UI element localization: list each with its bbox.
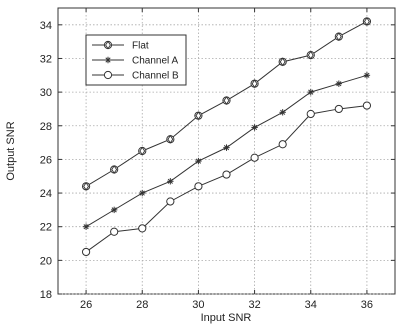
star-marker	[82, 223, 90, 230]
circle-marker	[222, 170, 231, 179]
y-axis-label: Output SNR	[5, 121, 17, 180]
y-tick-label: 30	[40, 87, 52, 99]
series-group	[81, 17, 372, 257]
star-marker	[335, 80, 343, 87]
circle-marker	[103, 70, 113, 80]
x-axis-label: Input SNR	[201, 312, 252, 324]
diamond-marker	[166, 134, 175, 144]
diamond-marker	[362, 17, 372, 26]
circle-marker	[362, 101, 372, 110]
circle-marker	[138, 224, 147, 233]
star-marker	[139, 189, 146, 197]
diamond-marker	[138, 146, 147, 156]
star-marker	[167, 178, 174, 185]
diamond-marker	[194, 111, 203, 121]
diamond-marker	[250, 79, 259, 89]
legend-item: Channel B	[92, 71, 179, 82]
x-tick-label: 34	[305, 299, 317, 311]
y-tick-label: 24	[40, 188, 52, 200]
y-tick-label: 34	[40, 20, 52, 32]
x-tick-label: 30	[192, 299, 204, 311]
circle-marker	[166, 197, 175, 206]
diamond-marker	[306, 50, 315, 60]
star-marker	[195, 157, 202, 165]
star-marker	[307, 88, 314, 96]
star-marker	[363, 72, 371, 79]
series-channel-a	[82, 72, 371, 230]
diamond-marker	[81, 181, 91, 191]
diamond-marker	[334, 32, 343, 42]
star-marker	[251, 124, 258, 131]
x-tick-label: 32	[248, 299, 260, 311]
legend: Flat Channel A Channel B	[85, 34, 187, 86]
diamond-marker	[222, 96, 231, 105]
circle-marker	[306, 109, 315, 119]
circle-marker	[194, 182, 203, 191]
diamond-marker	[103, 40, 113, 50]
diamond-marker	[278, 57, 287, 67]
axis-ticks: 26 28 30 32 34 36 18 20 22 24 26 28 30 32 34	[40, 8, 395, 311]
diamond-marker	[110, 165, 119, 174]
y-tick-label: 32	[40, 53, 52, 65]
x-tick-label: 28	[136, 299, 148, 311]
y-tick-label: 26	[40, 154, 52, 166]
circle-marker	[334, 104, 343, 114]
series-channel-b	[81, 101, 372, 257]
x-tick-label: 36	[361, 299, 373, 311]
legend-item: Flat	[92, 41, 149, 52]
series-flat	[81, 17, 372, 191]
legend-label: Channel A	[132, 56, 178, 67]
circle-marker	[110, 227, 119, 236]
legend-item: Channel A	[92, 56, 178, 67]
star-marker	[110, 206, 118, 214]
circle-marker	[250, 153, 259, 162]
y-tick-label: 28	[40, 121, 52, 133]
y-tick-label: 20	[40, 255, 52, 267]
circle-marker	[81, 247, 91, 257]
star-marker	[223, 144, 230, 151]
star-marker	[279, 109, 286, 116]
legend-label: Flat	[132, 41, 149, 52]
x-tick-label: 26	[80, 299, 92, 311]
y-tick-label: 22	[40, 222, 52, 234]
y-tick-label: 18	[40, 289, 52, 301]
legend-label: Channel B	[132, 71, 179, 82]
star-marker	[104, 56, 112, 64]
circle-marker	[278, 140, 287, 149]
